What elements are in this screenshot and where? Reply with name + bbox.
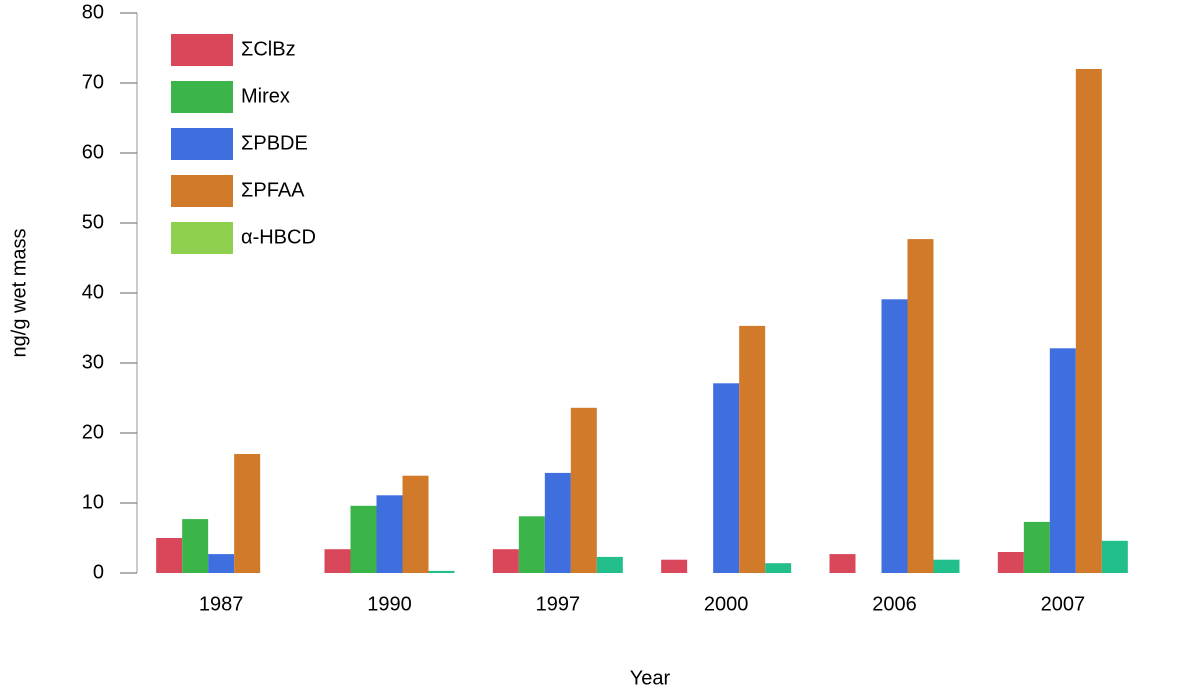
bar — [376, 495, 403, 573]
bar — [544, 472, 571, 573]
bar — [324, 549, 351, 573]
bar — [156, 538, 183, 573]
bar — [739, 325, 766, 573]
bar — [350, 505, 377, 573]
y-tick-label: 40 — [82, 281, 104, 303]
bar — [492, 549, 519, 573]
legend-label: ΣPBDE — [241, 132, 308, 154]
bar — [829, 554, 856, 573]
y-tick-label: 50 — [82, 211, 104, 233]
y-tick-label: 30 — [82, 351, 104, 373]
bar — [1101, 540, 1128, 573]
bar — [881, 299, 908, 573]
x-axis-label: Year — [630, 667, 671, 689]
x-tick-label: 1987 — [199, 593, 244, 615]
x-tick-label: 2000 — [704, 593, 749, 615]
y-tick-label: 80 — [82, 1, 104, 23]
y-tick-label: 70 — [82, 71, 104, 93]
legend-label: ΣPFAA — [241, 179, 305, 201]
bar — [182, 519, 209, 573]
bar — [713, 383, 740, 573]
y-tick-label: 20 — [82, 421, 104, 443]
x-tick-label: 1997 — [536, 593, 581, 615]
legend-swatch — [171, 34, 233, 66]
bar — [596, 556, 623, 573]
bar — [428, 570, 455, 573]
x-tick-label: 2007 — [1041, 593, 1086, 615]
legend-swatch — [171, 128, 233, 160]
bar — [208, 554, 235, 573]
y-tick-label: 10 — [82, 491, 104, 513]
legend-label: ΣClBz — [241, 38, 296, 60]
bar — [1075, 69, 1102, 573]
legend-swatch — [171, 81, 233, 113]
y-tick-label: 0 — [93, 561, 104, 583]
bar — [997, 552, 1024, 573]
bar — [518, 516, 545, 573]
x-tick-label: 1990 — [367, 593, 412, 615]
y-tick-label: 60 — [82, 141, 104, 163]
x-tick-label: 2006 — [872, 593, 917, 615]
legend-swatch — [171, 175, 233, 207]
bar — [234, 454, 261, 573]
bar — [402, 475, 429, 573]
bar — [1023, 521, 1050, 573]
bar — [907, 239, 934, 573]
bar — [933, 559, 960, 573]
bar — [661, 559, 688, 573]
bar — [765, 563, 792, 573]
bar — [570, 407, 597, 573]
bar — [1049, 348, 1076, 573]
y-axis-label: ng/g wet mass — [8, 229, 30, 358]
legend-label: Mirex — [241, 85, 290, 107]
legend-swatch — [171, 222, 233, 254]
legend-label: α-HBCD — [241, 226, 316, 248]
